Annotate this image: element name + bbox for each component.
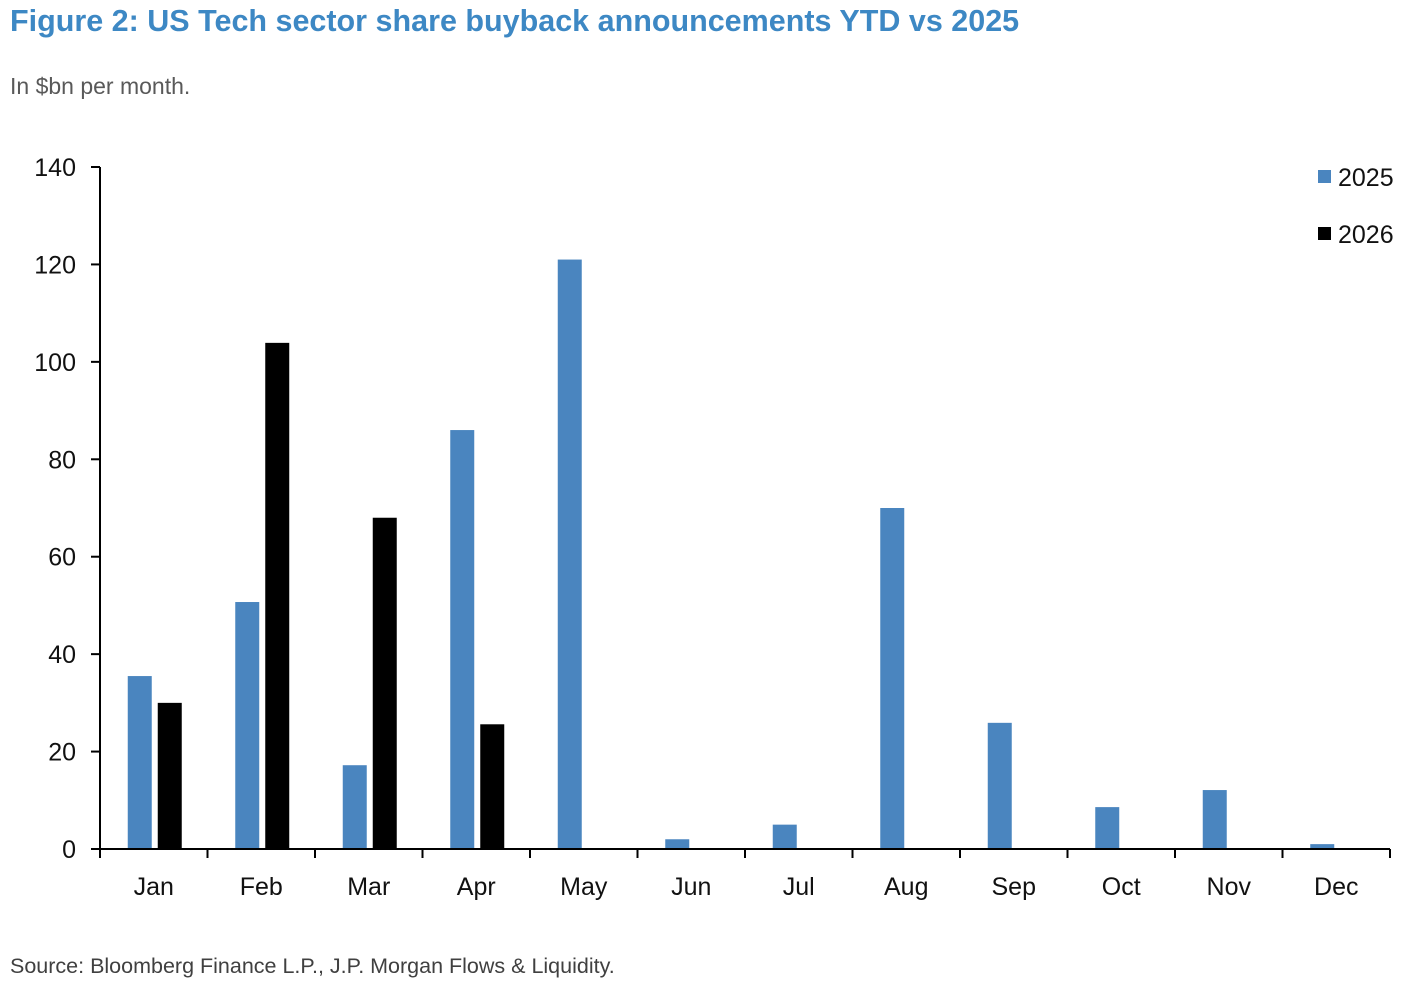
y-tick-label: 20: [48, 739, 76, 767]
x-tick-label: Oct: [1102, 873, 1141, 901]
bar-2025-sep: [987, 722, 1012, 849]
legend-swatch: [1318, 170, 1331, 183]
bar-2025-oct: [1095, 807, 1120, 849]
bar-2026-jan: [157, 702, 182, 849]
bar-2025-feb: [235, 602, 260, 849]
figure-subtitle: In $bn per month.: [10, 73, 191, 99]
x-tick-label: Jun: [671, 873, 711, 901]
legend-item-2026: 2026: [1318, 221, 1394, 249]
bar-2025-jun: [665, 839, 690, 849]
legend-swatch: [1318, 227, 1331, 240]
bar-2025-aug: [880, 508, 905, 849]
legend: 2025 2026: [1318, 164, 1394, 249]
bar-2026-apr: [480, 724, 505, 849]
x-tick-label: Jan: [134, 873, 174, 901]
axes: 0 20 40 60 80 100 120 140 Jan Feb Mar Apr May Jun Jul A…: [34, 154, 1391, 901]
source-note: Source: Bloomberg Finance L.P., J.P. Mor…: [10, 954, 615, 978]
legend-label: 2026: [1338, 221, 1394, 249]
y-tick-label: 100: [34, 349, 76, 377]
bar-2026-mar: [372, 517, 397, 849]
y-tick-label: 0: [62, 836, 76, 864]
x-tick-label: Jul: [783, 873, 815, 901]
bar-2025-mar: [342, 765, 367, 849]
bars: [127, 259, 1335, 849]
x-tick-label: Aug: [884, 873, 928, 901]
bar-2025-may: [557, 259, 582, 849]
figure-title: Figure 2: US Tech sector share buyback a…: [10, 4, 1020, 38]
legend-item-2025: 2025: [1318, 164, 1394, 192]
y-tick-label: 60: [48, 544, 76, 572]
x-tick-label: Sep: [992, 873, 1036, 901]
y-tick-label: 140: [34, 154, 76, 182]
x-tick-label: Feb: [240, 873, 283, 901]
legend-label: 2025: [1338, 164, 1394, 192]
bar-2025-nov: [1202, 790, 1227, 849]
bar-2025-apr: [450, 430, 475, 849]
y-tick-label: 120: [34, 251, 76, 279]
x-tick-label: Mar: [347, 873, 390, 901]
bar-2026-feb: [265, 342, 290, 849]
x-tick-label: Nov: [1207, 873, 1252, 901]
bar-2025-jan: [127, 676, 152, 849]
y-tick-label: 80: [48, 446, 76, 474]
bar-2025-jul: [772, 824, 797, 849]
x-tick-label: Dec: [1314, 873, 1358, 901]
x-tick-label: May: [560, 873, 608, 901]
y-tick-label: 40: [48, 641, 76, 669]
bar-2025-dec: [1310, 844, 1335, 849]
x-tick-label: Apr: [457, 873, 496, 901]
